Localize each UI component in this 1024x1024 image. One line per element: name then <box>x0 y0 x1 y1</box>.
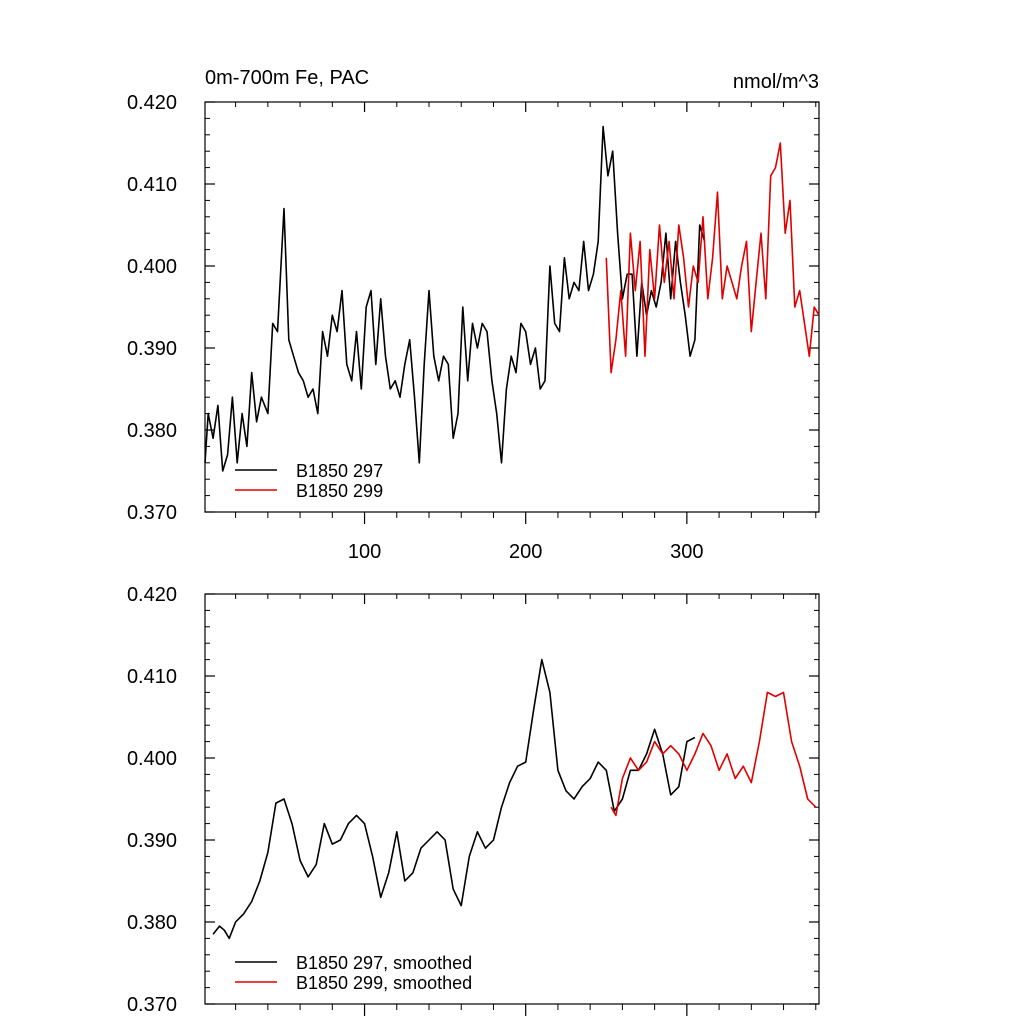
bottom-panel: 0.370 0.380 0.390 0.400 0.410 0.420 B1850 297… <box>127 584 820 1016</box>
top-plot-frame <box>204 101 820 513</box>
y-tick-label: 0.400 <box>127 256 177 278</box>
bottom-axes: 0.370 0.380 0.390 0.400 0.410 0.420 <box>127 584 819 1016</box>
y-tick-label: 0.400 <box>127 748 177 770</box>
y-tick-label: 0.410 <box>127 174 177 196</box>
legend-label-1: B1850 297 <box>296 461 383 481</box>
top-axes: 0.370 0.380 0.390 0.400 0.410 0.420 100 200 300 <box>127 92 819 563</box>
top-panel: 0m-700m Fe, PAC nmol/m^3 0.370 0.380 0.390… <box>127 67 820 563</box>
series-line-1 <box>204 125 706 472</box>
chart-title: 0m-700m Fe, PAC <box>205 67 369 89</box>
series-line-1 <box>212 658 696 940</box>
y-tick-label: 0.380 <box>127 912 177 934</box>
bottom-series <box>212 658 817 940</box>
x-tick-label: 100 <box>348 541 381 563</box>
x-tick-label: 300 <box>670 541 703 563</box>
units-label: nmol/m^3 <box>733 71 819 93</box>
y-tick-label: 0.390 <box>127 830 177 852</box>
legend-label-2: B1850 299, smoothed <box>296 973 472 993</box>
y-tick-label: 0.380 <box>127 420 177 442</box>
y-tick-label: 0.410 <box>127 666 177 688</box>
legend-label-2: B1850 299 <box>296 481 383 501</box>
y-tick-label: 0.420 <box>127 92 177 114</box>
y-tick-label: 0.420 <box>127 584 177 606</box>
bottom-plot-frame <box>204 593 820 1005</box>
y-tick-label: 0.370 <box>127 502 177 524</box>
top-series <box>204 125 820 472</box>
series-line-2 <box>605 142 820 374</box>
series-line-2 <box>610 691 817 817</box>
y-tick-label: 0.370 <box>127 994 177 1016</box>
y-tick-label: 0.390 <box>127 338 177 360</box>
x-tick-label: 200 <box>509 541 542 563</box>
legend-label-1: B1850 297, smoothed <box>296 953 472 973</box>
